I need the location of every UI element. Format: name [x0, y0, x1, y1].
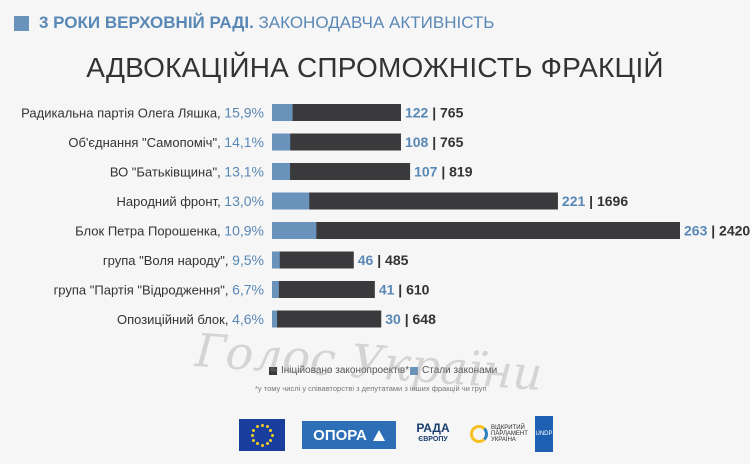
legend-swatch-initiated	[269, 366, 277, 375]
bar-adopted	[272, 163, 291, 180]
legend-swatch-adopted	[410, 366, 418, 375]
category-label: група "Воля народу", 9,5%	[103, 252, 264, 268]
category-label: група "Партія "Відродження", 6,7%	[54, 282, 264, 298]
bar-initiated	[272, 281, 375, 298]
value-label: 122 | 765	[405, 105, 464, 121]
bar-initiated	[272, 310, 382, 328]
header-square-icon	[14, 15, 29, 31]
value-label: 41 | 610	[379, 282, 430, 298]
legend-label-adopted: Стали законами	[422, 365, 498, 376]
legend-item-initiated: Ініційовано законопроектів*	[269, 365, 409, 376]
value-label: 107 | 819	[414, 164, 473, 180]
category-label: Об'єднання "Самопоміч", 14,1%	[68, 134, 264, 150]
category-label: ВО "Батьківщина", 13,1%	[110, 164, 264, 180]
star-icon	[255, 424, 259, 428]
triangle-icon	[372, 429, 385, 441]
bar-initiated	[272, 222, 680, 239]
bar-initiated	[272, 104, 401, 121]
star-icon	[265, 442, 269, 446]
chart-title: АДВОКАЦІЙНА СПРОМОЖНІСТЬ ФРАКЦІЙ	[86, 52, 664, 83]
value-label: 221 | 1696	[562, 193, 628, 209]
star-icon	[251, 428, 255, 432]
value-label: 46 | 485	[358, 252, 409, 268]
star-icon	[255, 442, 259, 446]
bar-initiated	[272, 192, 558, 210]
star-icon	[265, 424, 269, 428]
category-label: Блок Петра Порошенка, 10,9%	[75, 223, 264, 239]
eu-flag-logo	[239, 419, 285, 451]
bar-adopted	[272, 310, 278, 328]
star-icon	[269, 438, 273, 442]
undp-logo: UNDP	[535, 416, 553, 452]
bar-adopted	[272, 104, 293, 121]
circle-icon	[470, 425, 488, 443]
legend-label-initiated: Ініційовано законопроектів*	[281, 365, 410, 376]
open-parliament-logo: ВІДКРИТИЙ ПАРЛАМЕНТ УКРАЇНА	[470, 416, 530, 452]
star-icon	[270, 433, 274, 437]
bar-adopted	[272, 281, 279, 298]
legend: Ініційовано законопроектів* Стали закона…	[255, 365, 585, 395]
category-label: Опозиційний блок, 4,6%	[117, 311, 264, 327]
bar-initiated	[272, 251, 354, 269]
bar-chart: Радикальна партія Олега Ляшка, 15,9% 122 …	[21, 104, 750, 328]
star-icon	[269, 428, 273, 432]
bar-adopted	[272, 251, 280, 269]
value-label: 30 | 648	[385, 311, 436, 327]
star-icon	[250, 433, 254, 437]
bar-initiated	[272, 133, 401, 151]
rada-europe-logo: РАДА ЄВРОПУ	[416, 421, 450, 443]
bar-adopted	[272, 222, 317, 239]
star-icon	[260, 443, 264, 447]
header-text: 3 РОКИ ВЕРХОВНІЙ РАДІ. ЗАКОНОДАВЧА АКТИВ…	[39, 13, 495, 32]
legend-item-adopted: Стали законами	[410, 365, 497, 376]
star-icon	[251, 438, 255, 442]
opora-logo: ОПОРА	[302, 421, 396, 449]
star-icon	[260, 423, 264, 427]
bar-adopted	[272, 192, 310, 210]
bar-initiated	[272, 163, 411, 180]
category-label: Радикальна партія Олега Ляшка, 15,9%	[21, 105, 264, 121]
bar-adopted	[272, 133, 291, 151]
category-label: Народний фронт, 13,0%	[117, 193, 264, 209]
legend-footnote: *у тому числі у співавторстві з депутата…	[255, 384, 487, 393]
value-label: 263 | 2420	[684, 223, 750, 239]
header: 3 РОКИ ВЕРХОВНІЙ РАДІ. ЗАКОНОДАВЧА АКТИВ…	[14, 12, 494, 34]
value-label: 108 | 765	[405, 134, 464, 150]
logo-strip: ОПОРА РАДА ЄВРОПУ ВІДКРИТИЙ ПАРЛАМЕНТ УКР…	[0, 412, 750, 458]
